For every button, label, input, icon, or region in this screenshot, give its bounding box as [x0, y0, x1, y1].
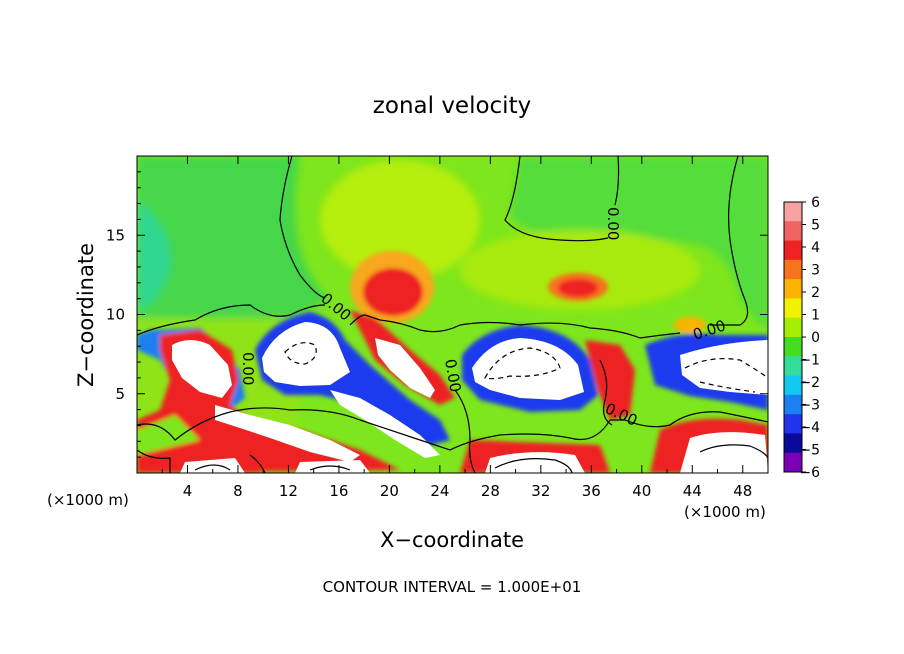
colorbar-label: −4 [799, 420, 820, 436]
colorbar-swatch [784, 452, 802, 473]
colorbar-swatch [784, 414, 802, 434]
colorbar-swatch [784, 202, 802, 222]
y-axis: 5 10 15 Z−coordinate [74, 171, 768, 458]
y-tick-marks [137, 171, 768, 458]
x-tick-label: 44 [683, 482, 702, 500]
solid-contour-bottom-right [699, 444, 768, 459]
zero-contour-band-lower [137, 407, 768, 451]
colorbar-labels: 6 5 4 3 2 1 0 −1 −2 −3 −4 −5 −6 [799, 195, 820, 481]
zero-contour-right-column [599, 359, 613, 426]
colorbar-swatch [784, 433, 802, 454]
contour-label: 0.00 [604, 207, 622, 240]
colorbar-label: 2 [811, 285, 820, 301]
right-side-yellow-spot [674, 317, 706, 333]
saturated-positive-left-lower [215, 405, 360, 462]
colorbar-swatch [784, 259, 802, 280]
contour-label: 0.00 [239, 352, 257, 385]
saturated-negative-right [680, 340, 768, 395]
colorbar-label: −5 [799, 443, 820, 459]
x-tick-labels: 4 8 12 16 20 24 28 32 36 40 44 48 [183, 482, 753, 500]
dashed-contour-right [684, 358, 768, 393]
zero-contour-upper-left [279, 156, 326, 299]
saturated-bottom-right [680, 432, 768, 473]
colorbar-swatch [784, 394, 802, 415]
zero-contour-center-column [454, 389, 476, 473]
colorbar-swatch [784, 279, 802, 299]
colorbar-swatch [784, 375, 802, 396]
solid-contour-bottom-left [194, 464, 231, 471]
y-tick-label: 5 [115, 385, 125, 403]
x-axis-label: X−coordinate [380, 528, 524, 552]
y-axis-label: Z−coordinate [74, 243, 98, 387]
colorbar-label: −3 [799, 398, 820, 414]
contour-label: 0.00 [441, 358, 465, 394]
colorbar-label: 1 [811, 308, 820, 324]
x-tick-label: 16 [329, 482, 348, 500]
x-tick-label: 36 [582, 482, 601, 500]
y-tick-label: 15 [106, 226, 125, 244]
x-tick-label: 48 [733, 482, 752, 500]
x-tick-marks [161, 156, 744, 473]
x-tick-label: 12 [279, 482, 298, 500]
colorbar-swatch [784, 240, 802, 261]
saturated-positive-diagonal [375, 338, 435, 398]
colorbar-swatch [784, 221, 802, 242]
zero-contour-lower-left [137, 449, 266, 473]
contour-interval-footer: CONTOUR INTERVAL = 1.000E+01 [323, 578, 582, 596]
plot-area: 0.00 0.00 0.00 0.00 0.00 0.00 [137, 156, 768, 473]
x-axis-unit-right: (×1000 m) [684, 503, 766, 521]
colorbar-label: −6 [799, 465, 820, 481]
saturated-negative-diagonal [330, 390, 440, 458]
colorbar-label: −2 [799, 375, 820, 391]
colorbar-label: 5 [811, 218, 820, 234]
colorbar-swatches [784, 202, 802, 473]
x-tick-label: 4 [183, 482, 193, 500]
colorbar-label: 3 [811, 263, 820, 279]
chart-title: zonal velocity [373, 93, 531, 119]
zero-contour-band-upper [137, 304, 681, 339]
saturated-bottom-center [485, 452, 585, 473]
x-tick-label: 32 [531, 482, 550, 500]
colorbar: 6 5 4 3 2 1 0 −1 −2 −3 −4 −5 −6 [783, 195, 820, 481]
saturated-negative-center [262, 322, 350, 386]
x-tick-label: 24 [430, 482, 449, 500]
upper-right-cool-region [510, 156, 768, 330]
x-axis-unit-left: (×1000 m) [47, 491, 129, 509]
x-tick-label: 40 [632, 482, 651, 500]
x-axis: 4 8 12 16 20 24 28 32 36 40 44 48 (×1000 m) (×1000 … [47, 156, 766, 552]
colorbar-label: 6 [811, 195, 820, 211]
colorbar-swatch [784, 356, 802, 377]
x-tick-label: 20 [380, 482, 399, 500]
central-warm-region [320, 160, 480, 280]
colorbar-label: 4 [811, 240, 820, 256]
x-tick-label: 28 [481, 482, 500, 500]
saturated-positive-left [172, 340, 232, 398]
upper-left-cool-region [137, 156, 330, 318]
upper-positive-inner [363, 268, 423, 316]
zero-contour-right-edge [710, 156, 749, 326]
dashed-contour-mid [484, 347, 561, 380]
right-positive-inner [558, 279, 598, 297]
solid-contour-bottom-center [494, 458, 573, 473]
far-left-cyan-region [137, 200, 171, 312]
x-tick-label: 8 [233, 482, 243, 500]
colorbar-swatch [784, 317, 802, 338]
colorbar-label: 0 [811, 330, 820, 346]
right-positive-channel [585, 340, 635, 420]
contour-lines [137, 156, 768, 473]
saturated-negative-mid [472, 338, 584, 400]
colorbar-swatch [784, 298, 802, 319]
y-tick-labels: 5 10 15 [106, 226, 125, 403]
right-warm-region [460, 230, 700, 310]
colorbar-swatch [784, 337, 802, 357]
colorbar-label: −1 [799, 353, 820, 369]
y-tick-label: 10 [106, 306, 125, 324]
solid-contour-bottom-mid [309, 465, 351, 471]
zero-contour-upper-right [504, 156, 620, 242]
